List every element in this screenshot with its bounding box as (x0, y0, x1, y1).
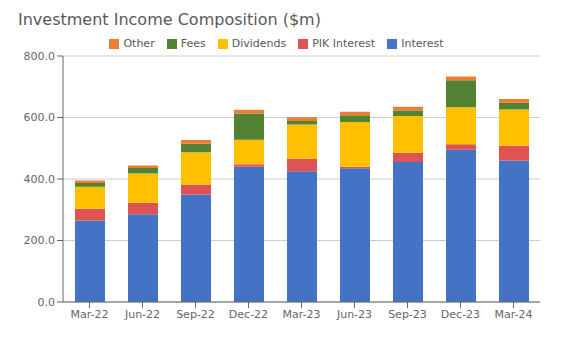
html-text:Investment Income Composition: Investment Income Composition ($m) (18, 10, 321, 29)
svg-text:800.0: 800.0 (24, 50, 56, 63)
svg-text:600.0: 600.0 (24, 111, 56, 124)
svg-text:Dec-22: Dec-22 (229, 308, 268, 321)
svg-text:200.0: 200.0 (24, 234, 56, 247)
svg-text:Mar-24: Mar-24 (494, 308, 532, 321)
svg-text:Jun-22: Jun-22 (124, 308, 160, 321)
svg-text:Jun-23: Jun-23 (336, 308, 372, 321)
html-text:Dividends: Dividends (231, 37, 287, 50)
html-text:PIK Interest: PIK Interest (312, 37, 376, 50)
html-text:Fees: Fees (180, 37, 206, 50)
svg-text:Dec-23: Dec-23 (441, 308, 480, 321)
svg-text:Mar-22: Mar-22 (70, 308, 108, 321)
svg-text:Mar-23: Mar-23 (282, 308, 320, 321)
svg-text:Sep-23: Sep-23 (388, 308, 427, 321)
svg-text:400.0: 400.0 (24, 173, 56, 186)
html-text:Interest: Interest (401, 37, 444, 50)
svg-text:Sep-22: Sep-22 (176, 308, 215, 321)
html-text:Other: Other (123, 37, 155, 50)
svg-text:0.0: 0.0 (38, 296, 56, 309)
